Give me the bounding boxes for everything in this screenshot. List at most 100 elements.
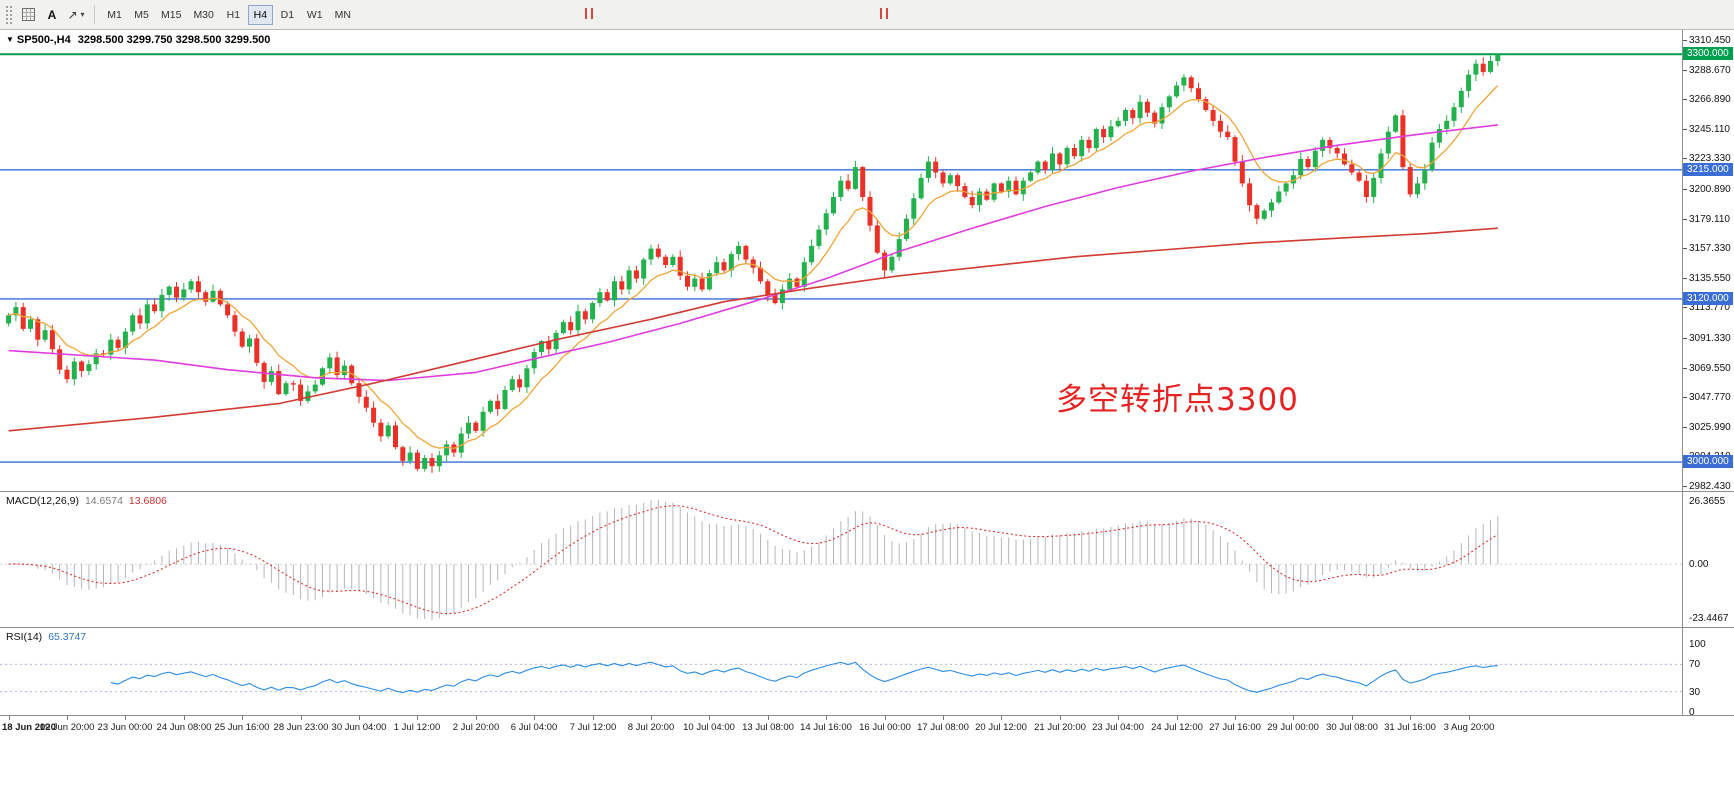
price-axis-tick — [1683, 248, 1687, 249]
ohlc-values: 3298.500 3299.750 3298.500 3299.500 — [77, 34, 271, 46]
time-axis-label: 24 Jun 08:00 — [156, 722, 212, 733]
price-axis-tick — [1683, 486, 1687, 487]
time-axis-tick — [826, 716, 827, 720]
price-axis-label: 3200.890 — [1689, 184, 1731, 195]
time-axis-label: 16 Jul 00:00 — [859, 722, 911, 733]
arrow-icon: ↗ — [67, 7, 78, 22]
time-axis-tick — [476, 716, 477, 720]
timeframe-button-h4[interactable]: H4 — [247, 4, 273, 25]
macd-histogram — [15, 500, 1499, 620]
price-axis-tick — [1683, 338, 1687, 339]
price-axis-label: 3245.110 — [1689, 124, 1730, 135]
collapse-caret-icon[interactable]: ▼ — [6, 35, 14, 44]
macd-value-main: 14.6574 — [84, 495, 123, 507]
rsi-scale-label: 100 — [1689, 639, 1706, 650]
main-chart-panel: ▼ SP500-,H4 3298.500 3299.750 3298.500 329… — [0, 30, 1734, 492]
time-axis-label: 28 Jun 23:00 — [273, 722, 329, 733]
time-axis-tick — [1410, 716, 1411, 720]
grid-icon — [21, 8, 35, 21]
price-axis-label: 3025.990 — [1689, 422, 1731, 433]
macd-chart[interactable] — [0, 492, 1682, 628]
time-axis-label: 3 Aug 20:00 — [1443, 722, 1495, 733]
price-axis-tick — [1683, 129, 1687, 130]
timeframe-button-m15[interactable]: M15 — [156, 5, 186, 25]
macd-panel: MACD(12,26,9) 14.6574 13.6806 26.3655 0.00 -… — [0, 492, 1734, 628]
symbol-label: SP500-,H4 — [16, 34, 71, 46]
time-axis-label: 6 Jul 04:00 — [510, 722, 558, 733]
timeframe-button-m5[interactable]: M5 — [129, 5, 154, 25]
time-axis-tick — [768, 716, 769, 720]
toolbar-grip-handle[interactable] — [5, 4, 12, 25]
timeframe-button-d1[interactable]: D1 — [275, 5, 300, 25]
time-axis-tick — [1001, 716, 1002, 720]
price-badge-3300: 3300.000 — [1683, 47, 1733, 60]
toolbar-separator — [94, 5, 95, 24]
time-axis-tick — [1118, 716, 1119, 720]
arrow-tool-button[interactable]: ↗ ▾ — [64, 4, 88, 26]
chart-grid-button[interactable] — [16, 4, 40, 26]
time-axis-tick — [125, 716, 126, 720]
macd-scale-zero: 0.00 — [1689, 559, 1709, 570]
time-axis-label: 14 Jul 16:00 — [800, 722, 852, 733]
time-axis[interactable]: 18 Jun 2020 19 Jun 20:00 23 Jun 00:00 24 Ju… — [0, 716, 1734, 738]
price-axis-label: 3091.330 — [1689, 333, 1731, 344]
rsi-header: RSI(14) 65.3747 — [6, 631, 92, 643]
time-axis-label: 13 Jul 08:00 — [742, 722, 794, 733]
timeframes-toolbar: M1 M5 M15 M30 H1 H4 D1 W1 MN — [101, 4, 357, 25]
time-axis-tick — [1060, 716, 1061, 720]
timeframe-button-m1[interactable]: M1 — [102, 5, 127, 25]
price-axis-tick — [1683, 307, 1687, 308]
timeframe-button-w1[interactable]: W1 — [302, 5, 328, 25]
time-axis-tick — [943, 716, 944, 720]
price-axis-label: 3047.770 — [1689, 392, 1731, 403]
horizontal-lines[interactable] — [0, 53, 1682, 463]
price-axis-tick — [1683, 158, 1687, 159]
text-tool-label: A — [47, 7, 57, 22]
timeframe-button-m30[interactable]: M30 — [188, 5, 218, 25]
price-axis[interactable]: 3310.450 3288.670 3266.890 3245.110 3223.330… — [1682, 30, 1734, 492]
price-axis-tick — [1683, 397, 1687, 398]
macd-axis: 26.3655 0.00 -23.4467 — [1682, 492, 1734, 627]
timeframe-button-h1[interactable]: H1 — [221, 5, 246, 25]
rsi-scale-label: 70 — [1689, 659, 1701, 670]
macd-scale-max: 26.3655 — [1689, 496, 1726, 507]
price-axis-label: 3179.110 — [1689, 214, 1730, 225]
time-axis-label: 18 Jun 2020 — [2, 722, 56, 733]
time-axis-tick — [242, 716, 243, 720]
time-axis-tick — [1177, 716, 1178, 720]
rsi-value: 65.3747 — [48, 631, 87, 643]
bottom-spacer — [0, 738, 1734, 799]
time-axis-tick — [1469, 716, 1470, 720]
candles[interactable] — [6, 53, 1501, 473]
candlestick-chart[interactable] — [0, 30, 1682, 492]
time-axis-label: 30 Jun 04:00 — [331, 722, 387, 733]
macd-value-signal: 13.6806 — [128, 495, 167, 507]
price-badge-3120: 3120.000 — [1683, 292, 1733, 305]
timeframe-button-mn[interactable]: MN — [330, 5, 356, 25]
text-tool-button[interactable]: A — [40, 4, 64, 26]
rsi-chart[interactable] — [0, 628, 1682, 716]
price-axis-label: 3069.550 — [1689, 363, 1731, 374]
time-axis-tick — [417, 716, 418, 720]
chevron-down-icon: ▾ — [80, 10, 85, 19]
time-axis-tick — [593, 716, 594, 720]
price-axis-tick — [1683, 427, 1687, 428]
time-axis-tick — [1235, 716, 1236, 720]
price-badge-3000: 3000.000 — [1683, 455, 1733, 468]
time-axis-tick — [885, 716, 886, 720]
price-axis-tick — [1683, 99, 1687, 100]
time-axis-label: 27 Jul 16:00 — [1209, 722, 1261, 733]
time-axis-tick — [651, 716, 652, 720]
time-axis-label: 17 Jul 08:00 — [917, 722, 969, 733]
red-artifact-mark-2 — [880, 8, 888, 19]
chart-ohlc-header: ▼ SP500-,H4 3298.500 3299.750 3298.500 329… — [6, 34, 270, 46]
time-axis-label: 19 Jun 20:00 — [39, 722, 95, 733]
time-axis-tick — [359, 716, 360, 720]
toolbar: A ↗ ▾ M1 M5 M15 M30 H1 H4 D1 W1 MN — [0, 0, 1734, 30]
time-axis-tick — [534, 716, 535, 720]
time-axis-label: 24 Jul 12:00 — [1151, 722, 1203, 733]
time-axis-label: 1 Jul 12:00 — [393, 722, 441, 733]
price-axis-tick — [1683, 40, 1687, 41]
time-axis-tick — [709, 716, 710, 720]
